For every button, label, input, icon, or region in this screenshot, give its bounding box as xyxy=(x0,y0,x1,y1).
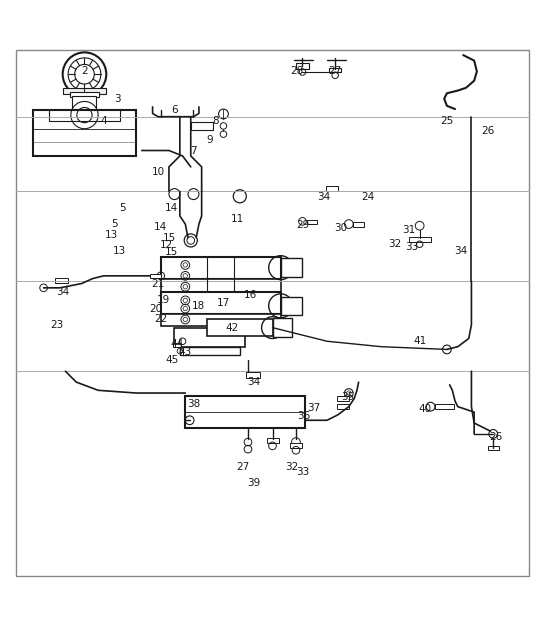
Text: 32: 32 xyxy=(285,462,298,472)
Bar xyxy=(173,343,181,347)
Bar xyxy=(180,347,240,355)
Text: 34: 34 xyxy=(454,246,467,256)
Text: 9: 9 xyxy=(207,134,213,144)
Bar xyxy=(33,110,136,156)
Text: 8: 8 xyxy=(212,116,219,126)
Bar xyxy=(409,237,431,242)
Text: 21: 21 xyxy=(152,279,165,289)
Bar xyxy=(281,258,302,277)
Text: 32: 32 xyxy=(389,239,402,249)
Text: 39: 39 xyxy=(247,478,260,488)
Text: 14: 14 xyxy=(165,203,178,213)
Bar xyxy=(54,278,68,283)
Bar xyxy=(191,122,213,130)
Text: 10: 10 xyxy=(152,167,165,177)
Text: 34: 34 xyxy=(247,377,260,387)
Text: 33: 33 xyxy=(296,467,309,477)
Bar xyxy=(353,222,364,227)
Bar xyxy=(329,68,341,72)
Bar xyxy=(281,296,302,315)
Bar xyxy=(246,372,260,378)
Text: 31: 31 xyxy=(402,225,415,235)
Text: 43: 43 xyxy=(179,347,192,357)
Bar xyxy=(337,404,349,409)
Text: 28: 28 xyxy=(290,67,304,77)
Text: 16: 16 xyxy=(244,290,257,300)
Text: 33: 33 xyxy=(405,242,418,252)
Text: 44: 44 xyxy=(171,339,184,349)
Text: 26: 26 xyxy=(481,126,494,136)
Text: 25: 25 xyxy=(440,116,453,126)
Text: 36: 36 xyxy=(298,411,311,421)
Text: 35: 35 xyxy=(341,392,354,402)
Bar xyxy=(337,396,349,401)
Bar xyxy=(161,314,281,326)
Text: 18: 18 xyxy=(192,301,205,311)
Text: 3: 3 xyxy=(114,94,120,104)
Text: 41: 41 xyxy=(413,336,426,346)
Text: 42: 42 xyxy=(225,323,238,333)
Bar xyxy=(326,186,338,192)
Bar xyxy=(207,320,272,336)
Bar xyxy=(307,220,317,224)
Text: 15: 15 xyxy=(162,233,175,242)
Text: 13: 13 xyxy=(113,246,126,256)
Text: 24: 24 xyxy=(361,192,374,202)
Bar xyxy=(161,257,281,279)
Bar xyxy=(63,88,106,94)
Bar xyxy=(72,96,96,110)
Text: 27: 27 xyxy=(236,462,249,472)
Text: 34: 34 xyxy=(318,192,331,202)
Text: 40: 40 xyxy=(419,404,432,414)
Text: 12: 12 xyxy=(160,240,173,250)
Bar xyxy=(296,63,309,68)
Text: 26: 26 xyxy=(489,431,502,441)
Text: 2: 2 xyxy=(81,67,88,77)
Text: 23: 23 xyxy=(51,320,64,330)
Bar xyxy=(488,446,499,450)
Bar xyxy=(150,274,161,278)
Bar xyxy=(49,110,120,121)
Bar xyxy=(161,292,281,314)
Text: 5: 5 xyxy=(119,203,126,213)
Text: 19: 19 xyxy=(157,295,170,305)
Text: 11: 11 xyxy=(231,214,244,224)
Text: 34: 34 xyxy=(56,287,69,297)
Text: 38: 38 xyxy=(187,399,200,409)
Text: 14: 14 xyxy=(154,222,167,232)
Bar xyxy=(161,279,281,292)
Text: 37: 37 xyxy=(307,403,320,413)
Text: 45: 45 xyxy=(165,355,178,365)
Text: 20: 20 xyxy=(149,303,162,313)
Bar xyxy=(174,328,245,347)
Text: 7: 7 xyxy=(190,146,197,156)
Text: 5: 5 xyxy=(111,219,118,229)
Text: 30: 30 xyxy=(334,223,347,233)
Bar xyxy=(290,443,302,448)
Text: 17: 17 xyxy=(217,298,230,308)
Bar xyxy=(272,318,292,337)
Text: 27: 27 xyxy=(329,67,342,77)
Bar xyxy=(185,396,305,428)
Text: 15: 15 xyxy=(165,247,178,257)
Bar xyxy=(70,92,99,97)
Text: 13: 13 xyxy=(105,230,118,240)
Bar xyxy=(435,404,454,409)
Text: 4: 4 xyxy=(100,116,107,126)
Text: 6: 6 xyxy=(171,105,178,115)
Text: 22: 22 xyxy=(154,315,167,325)
Bar xyxy=(267,438,279,443)
Text: 29: 29 xyxy=(296,220,309,230)
